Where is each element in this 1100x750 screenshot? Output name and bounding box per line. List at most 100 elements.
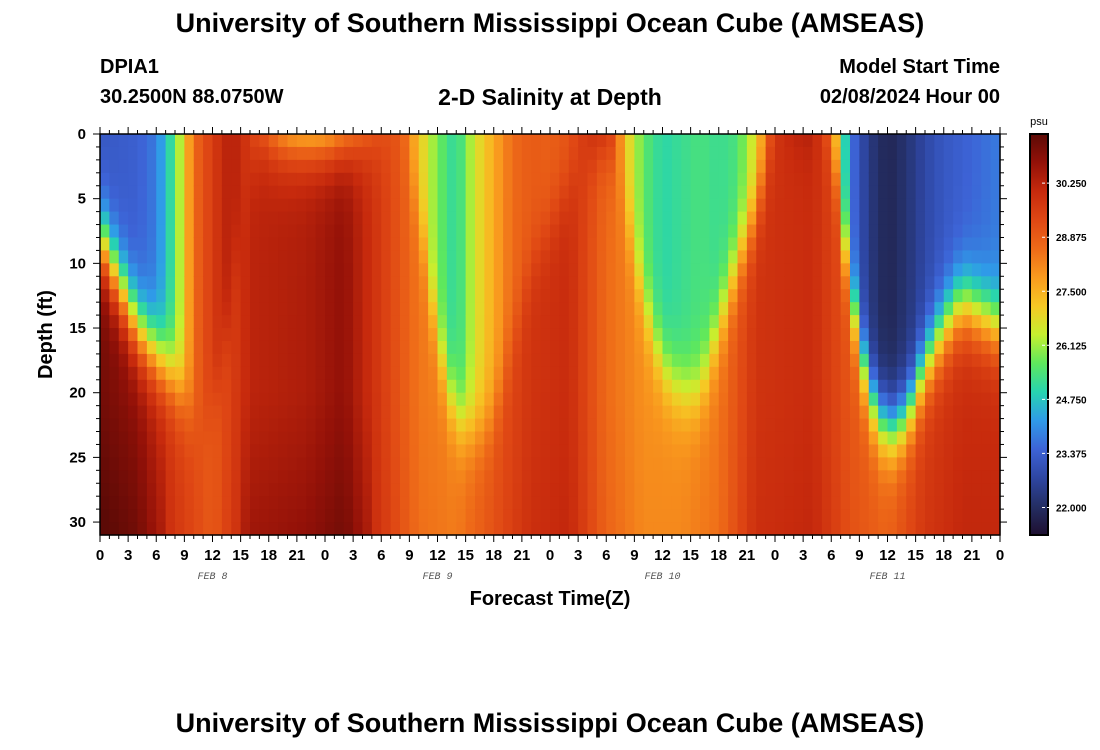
heatmap-cell: [231, 470, 242, 484]
heatmap-cell: [784, 483, 795, 497]
heatmap-cell: [671, 431, 682, 446]
heatmap-cell: [231, 418, 242, 433]
heatmap-cell: [671, 444, 682, 458]
heatmap-cell: [287, 483, 298, 497]
heatmap-cell: [756, 353, 767, 368]
heatmap-cell: [671, 418, 682, 433]
heatmap-cell: [353, 483, 364, 497]
heatmap-cell: [428, 470, 439, 484]
heatmap-cell: [934, 302, 945, 316]
heatmap-cell: [418, 483, 429, 497]
x-tick-label: 21: [739, 547, 756, 564]
heatmap-cell: [100, 340, 110, 355]
heatmap-cell: [812, 185, 823, 200]
heatmap-cell: [362, 159, 373, 174]
heatmap-cell: [981, 146, 992, 161]
x-tick-label: 3: [574, 547, 582, 564]
heatmap-cell: [896, 470, 907, 484]
heatmap-cell: [709, 250, 720, 264]
heatmap-cell: [165, 276, 176, 290]
heatmap-cell: [718, 276, 729, 290]
heatmap-cell: [971, 159, 982, 174]
heatmap-cell: [521, 379, 532, 394]
heatmap-cell: [362, 457, 373, 471]
heatmap-cell: [296, 198, 307, 213]
heatmap-cell: [868, 276, 879, 290]
heatmap-cell: [428, 405, 439, 420]
heatmap-cell: [690, 198, 701, 213]
heatmap-cell: [484, 263, 495, 277]
heatmap-cell: [756, 289, 767, 303]
heatmap-cell: [512, 509, 523, 523]
heatmap-cell: [868, 470, 879, 484]
heatmap-cell: [700, 250, 710, 264]
heatmap-cell: [728, 418, 739, 433]
heatmap-cell: [878, 522, 889, 536]
heatmap-cell: [728, 496, 739, 510]
heatmap-cell: [953, 211, 964, 226]
heatmap-cell: [100, 237, 110, 252]
heatmap-cell: [325, 185, 335, 200]
heatmap-cell: [784, 392, 795, 407]
heatmap-cell: [362, 276, 373, 290]
heatmap-cell: [737, 263, 748, 277]
heatmap-cell: [250, 289, 260, 303]
heatmap-cell: [512, 496, 523, 510]
heatmap-cell: [287, 353, 298, 368]
heatmap-cell: [653, 431, 664, 446]
heatmap-cell: [850, 444, 860, 458]
heatmap-cell: [193, 405, 204, 420]
heatmap-cell: [643, 134, 654, 148]
heatmap-cell: [184, 470, 195, 484]
heatmap-cell: [643, 379, 654, 394]
heatmap-cell: [343, 198, 354, 213]
heatmap-cell: [446, 418, 457, 433]
heatmap-cell: [100, 509, 110, 523]
heatmap-cell: [953, 457, 964, 471]
heatmap-cell: [437, 431, 448, 446]
heatmap-cell: [568, 431, 579, 446]
heatmap-cell: [428, 379, 439, 394]
heatmap-cell: [353, 418, 364, 433]
heatmap-cell: [193, 263, 204, 277]
heatmap-cell: [315, 340, 326, 355]
heatmap-cell: [146, 392, 157, 407]
heatmap-cell: [446, 315, 457, 329]
heatmap-cell: [915, 172, 926, 187]
heatmap-cell: [831, 211, 842, 226]
heatmap-cell: [906, 315, 917, 329]
heatmap-cell: [925, 302, 935, 316]
heatmap-cell: [868, 250, 879, 264]
heatmap-cell: [765, 172, 776, 187]
heatmap-cell: [981, 276, 992, 290]
heatmap-cell: [512, 328, 523, 342]
heatmap-cell: [484, 379, 495, 394]
heatmap-cell: [362, 224, 373, 239]
heatmap-cell: [418, 315, 429, 329]
heatmap-cell: [287, 340, 298, 355]
heatmap-cell: [934, 134, 945, 148]
heatmap-cell: [896, 483, 907, 497]
heatmap-cell: [165, 328, 176, 342]
heatmap-cell: [503, 509, 514, 523]
heatmap-cell: [240, 340, 251, 355]
heatmap-cell: [878, 159, 889, 174]
heatmap-cell: [296, 237, 307, 252]
heatmap-cell: [371, 315, 382, 329]
heatmap-cell: [287, 159, 298, 174]
heatmap-cell: [690, 418, 701, 433]
heatmap-cell: [671, 172, 682, 187]
heatmap-cell: [812, 379, 823, 394]
heatmap-cell: [615, 366, 626, 381]
heatmap-cell: [503, 211, 514, 226]
heatmap-cell: [315, 522, 326, 536]
heatmap-cell: [240, 159, 251, 174]
heatmap-cell: [325, 315, 335, 329]
heatmap-cell: [325, 276, 335, 290]
heatmap-cell: [315, 250, 326, 264]
heatmap-cell: [456, 509, 467, 523]
x-tick-label: 12: [879, 547, 896, 564]
heatmap-cell: [934, 276, 945, 290]
heatmap-cell: [409, 444, 420, 458]
heatmap-cell: [240, 431, 251, 446]
